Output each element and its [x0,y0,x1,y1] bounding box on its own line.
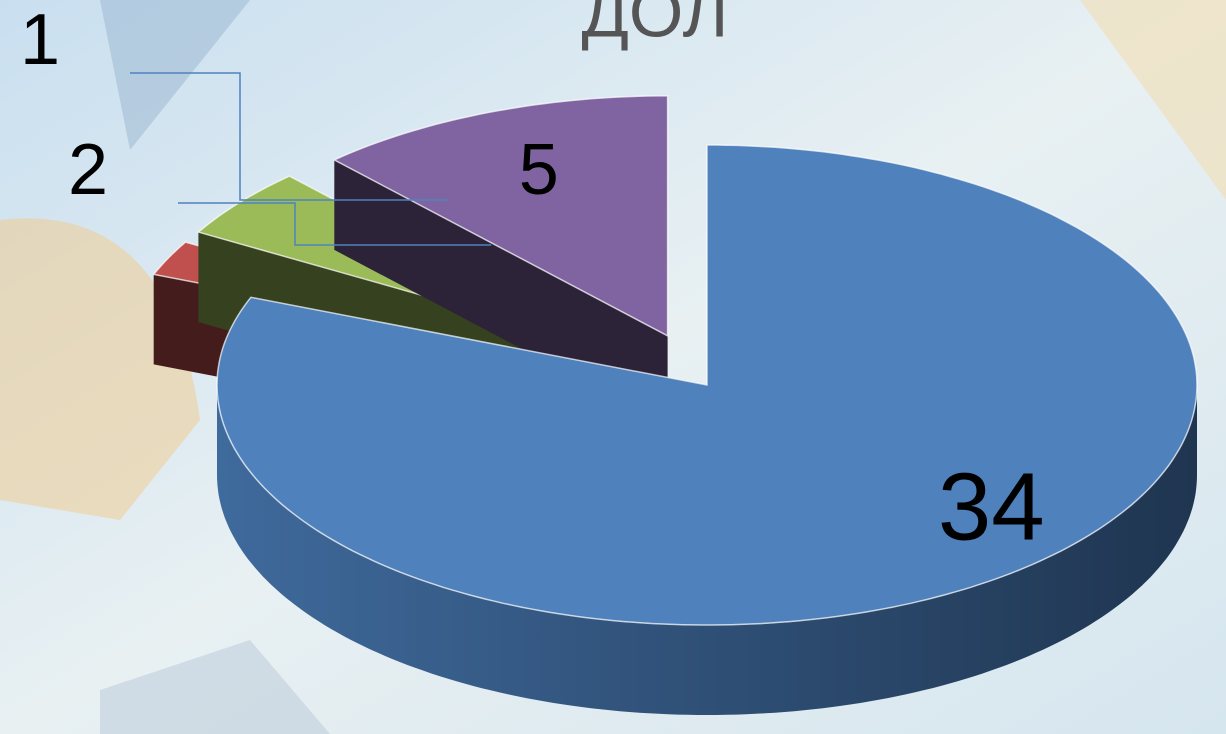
decor [1080,0,1226,200]
slice-side [334,159,668,426]
decor [0,218,200,521]
slice [216,144,1198,626]
decor [100,640,330,734]
data-label: 5 [519,130,559,210]
data-label: 34 [938,454,1045,561]
data-label: 2 [68,130,108,210]
pie [152,95,1198,715]
decor [100,0,250,150]
data-label: 1 [20,0,60,80]
leader-line [178,202,492,246]
chart-title: ДОЛ [581,0,728,51]
leader-line [130,72,450,201]
slice [332,95,669,338]
slice-wall [217,385,1197,715]
